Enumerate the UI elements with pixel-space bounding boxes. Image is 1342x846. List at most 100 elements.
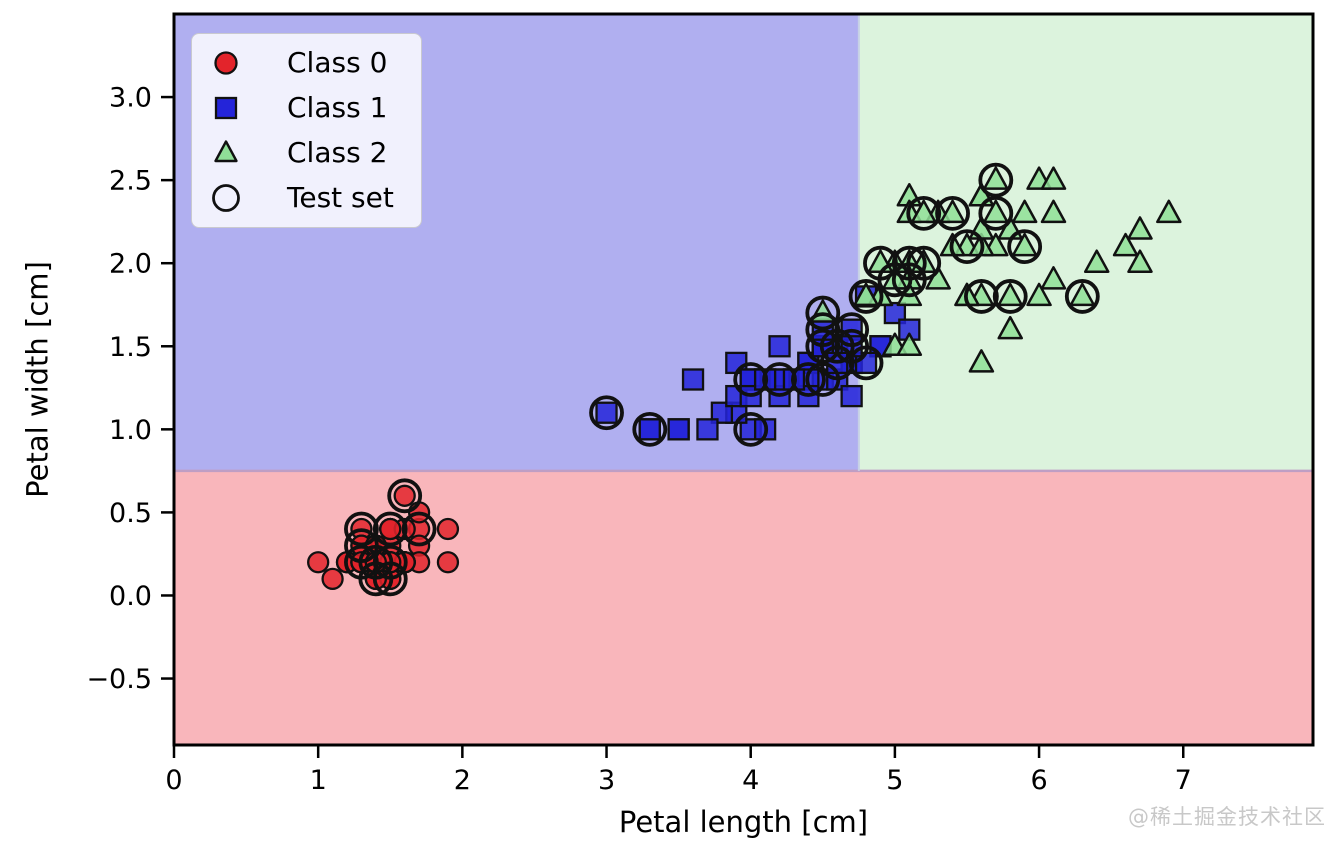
data-point xyxy=(681,368,705,391)
test-set-ring xyxy=(877,262,913,298)
data-point xyxy=(968,349,995,373)
data-point xyxy=(1112,232,1139,257)
data-point xyxy=(710,401,734,424)
test-set-ring xyxy=(632,411,668,447)
data-point xyxy=(896,332,923,357)
y-tick-label: 0.0 xyxy=(109,581,152,612)
y-axis-label: Petal width [cm] xyxy=(20,261,55,498)
test-set-ring xyxy=(344,528,379,564)
test-set-ring xyxy=(819,345,855,381)
x-axis-label: Petal length [cm] xyxy=(618,805,869,839)
test-set-open-circle-icon xyxy=(212,183,240,212)
test-set-ring xyxy=(733,411,769,447)
data-point xyxy=(436,517,460,541)
data-point xyxy=(1040,266,1067,290)
test-set-ring xyxy=(344,511,379,547)
y-tick-label: 3.0 xyxy=(109,83,152,114)
test-set-ring xyxy=(372,511,408,547)
x-tick-label: 4 xyxy=(742,765,759,796)
legend-item-class-1: Class 1 xyxy=(192,85,421,130)
test-set-ring xyxy=(978,195,1014,231)
y-tick-label: 0.5 xyxy=(109,498,152,529)
scatter-class-1 xyxy=(595,285,921,441)
data-point xyxy=(667,418,690,441)
test-set-ring xyxy=(1007,229,1043,264)
legend: Class 0 Class 1 Class 2 Test set xyxy=(191,33,422,228)
axes-ticks: 0 1 2 3 4 5 6 7 −0.5 0.0 0.5 1.0 1.5 2.0 2.5 3.0 xyxy=(86,83,1191,796)
test-set-ring xyxy=(401,511,437,547)
data-point xyxy=(1011,232,1038,257)
y-tick-label: 2.0 xyxy=(109,249,152,280)
x-tick-label: 0 xyxy=(165,765,182,796)
data-point xyxy=(768,335,791,358)
legend-item-class-2: Class 2 xyxy=(192,130,421,175)
data-point xyxy=(436,551,460,574)
test-set-ring xyxy=(372,561,408,597)
data-point xyxy=(321,567,344,591)
plot-border xyxy=(172,12,1315,747)
data-point xyxy=(883,301,907,325)
y-tick-label: −0.5 xyxy=(86,664,152,695)
legend-item-class-0: Class 0 xyxy=(192,40,421,85)
data-point xyxy=(1083,249,1110,273)
y-tick-label: 2.5 xyxy=(109,166,152,197)
data-point xyxy=(1011,199,1038,224)
test-set-ring xyxy=(589,395,624,431)
data-point xyxy=(1040,199,1067,224)
y-tick-label: 1.0 xyxy=(109,415,152,446)
test-set-ring xyxy=(963,279,999,314)
class-1-square-icon xyxy=(214,96,238,119)
test-set-ring xyxy=(978,162,1014,198)
test-set-ring xyxy=(992,279,1028,314)
watermark: @稀土掘金技术社区 xyxy=(1128,805,1326,829)
data-point xyxy=(1069,282,1096,307)
legend-item-test-set: Test set xyxy=(192,175,421,220)
test-set-ring xyxy=(935,195,970,231)
x-tick-label: 2 xyxy=(454,765,471,796)
data-point xyxy=(853,282,879,307)
data-point xyxy=(638,418,661,441)
class-0-circle-icon xyxy=(214,50,238,75)
test-set-ring xyxy=(733,362,769,397)
scatter-points xyxy=(307,162,1182,597)
test-set-ring xyxy=(949,229,985,264)
legend-label: Class 0 xyxy=(287,45,388,79)
region-class-2 xyxy=(858,14,1313,471)
legend-label: Class 1 xyxy=(287,90,388,124)
data-point xyxy=(910,199,937,224)
test-set-ring xyxy=(906,195,942,231)
test-set-ring xyxy=(805,295,841,331)
x-tick-label: 7 xyxy=(1175,765,1192,796)
x-tick-label: 1 xyxy=(310,765,327,796)
data-point xyxy=(1127,216,1153,240)
x-tick-label: 3 xyxy=(598,765,615,796)
data-point xyxy=(840,384,863,408)
legend-label: Class 2 xyxy=(287,135,388,169)
x-tick-label: 6 xyxy=(1030,765,1047,796)
test-set-ring xyxy=(790,362,826,397)
data-point xyxy=(1127,249,1153,273)
data-point xyxy=(595,401,618,424)
test-set-ring xyxy=(906,245,942,281)
data-point xyxy=(1040,166,1067,190)
test-set-ring xyxy=(387,478,423,514)
test-set-ring xyxy=(805,312,841,348)
data-point xyxy=(307,551,330,574)
data-point xyxy=(997,315,1023,340)
data-point xyxy=(983,166,1009,190)
test-set-ring xyxy=(358,561,394,597)
data-point xyxy=(379,517,402,541)
data-point xyxy=(939,199,966,224)
data-point xyxy=(1026,282,1052,307)
test-set-ring xyxy=(1064,279,1100,314)
legend-label: Test set xyxy=(287,180,394,214)
region-class-0 xyxy=(174,470,1313,745)
data-point xyxy=(983,199,1009,224)
test-set-ring xyxy=(762,362,797,397)
data-point xyxy=(1156,199,1182,224)
test-set-ring xyxy=(848,279,884,314)
test-set-ring xyxy=(834,312,870,348)
test-set-highlights xyxy=(344,162,1100,597)
data-point xyxy=(393,484,416,507)
